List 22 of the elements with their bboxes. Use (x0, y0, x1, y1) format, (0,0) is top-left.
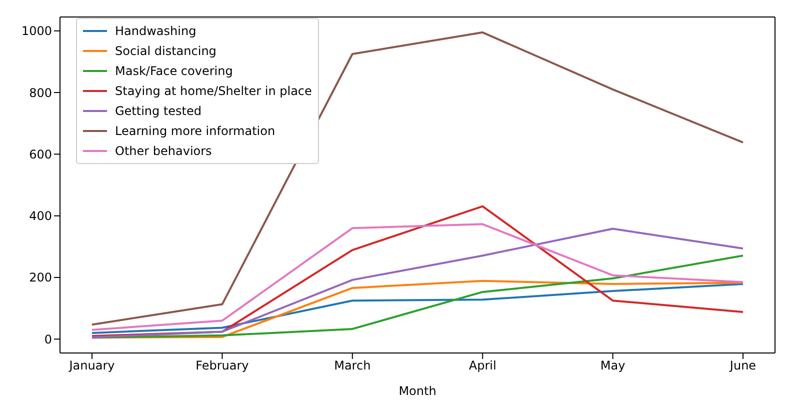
y-tick-label: 0 (44, 332, 52, 346)
legend-label: Getting tested (115, 103, 202, 120)
y-tick-label: 400 (29, 209, 52, 224)
x-tick-label: February (196, 358, 249, 373)
x-tick-label: May (600, 358, 626, 373)
legend-label: Mask/Face covering (115, 63, 233, 80)
legend-label: Learning more information (115, 123, 276, 140)
y-tick-label: 1000 (21, 24, 52, 38)
line-series (91, 254, 744, 339)
x-tick-label: January (68, 358, 115, 373)
x-tick-label: June (728, 358, 756, 373)
x-tick-label: March (334, 358, 371, 373)
x-tick-label: April (468, 358, 496, 373)
legend-label: Staying at home/Shelter in place (115, 83, 312, 100)
y-tick-label: 200 (29, 270, 52, 285)
y-tick-label: 600 (29, 147, 52, 162)
line-series (91, 205, 744, 338)
legend-label: Handwashing (115, 23, 196, 40)
legend-label: Other behaviors (115, 143, 212, 160)
x-axis-title: Month (398, 384, 436, 398)
legend-label: Social distancing (115, 43, 216, 60)
y-tick-label: 800 (29, 86, 52, 100)
